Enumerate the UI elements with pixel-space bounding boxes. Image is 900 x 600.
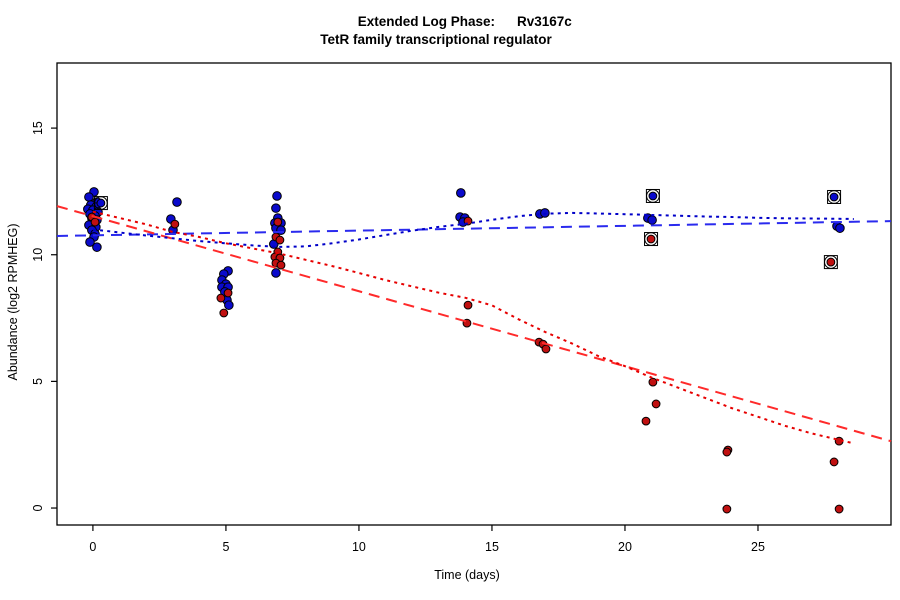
data-point	[84, 192, 94, 202]
x-tick-label: 10	[352, 540, 366, 554]
y-tick-label: 0	[31, 505, 45, 512]
data-point	[648, 377, 658, 387]
y-tick-label: 10	[31, 248, 45, 262]
red-linear-fit-line	[56, 205, 892, 443]
data-point	[271, 268, 281, 278]
data-point	[216, 293, 226, 303]
data-point	[722, 504, 732, 514]
flagged-data-point	[829, 192, 839, 202]
axes-layer: 0 5 10 15 20 25 0 5 10 15	[31, 121, 765, 554]
blue-linear-fit-line	[56, 220, 892, 237]
y-tick-label: 15	[31, 121, 45, 135]
flagged-markers-layer	[93, 188, 842, 270]
flagged-data-point	[646, 234, 656, 244]
data-point	[829, 457, 839, 467]
flag-circle-marker	[824, 255, 838, 269]
y-axis-label: Abundance (log2 RPMHEG)	[6, 223, 20, 380]
x-tick-label: 0	[89, 540, 96, 554]
data-point	[651, 399, 661, 409]
data-point	[641, 416, 651, 426]
data-point	[456, 188, 466, 198]
x-tick-label: 5	[222, 540, 229, 554]
flagged-data-point	[648, 191, 658, 201]
data-point	[275, 235, 285, 245]
data-point	[92, 242, 102, 252]
data-point	[172, 197, 182, 207]
trend-lines-layer	[56, 205, 892, 445]
data-point	[223, 288, 233, 298]
data-point	[90, 217, 100, 227]
data-point	[272, 191, 282, 201]
flag-circle-marker	[94, 196, 108, 210]
flagged-data-point	[826, 257, 836, 267]
chart-title-gene: Rv3167c	[517, 14, 572, 29]
data-point	[722, 447, 732, 457]
y-tick-label: 5	[31, 378, 45, 385]
blue-loess-smooth-line	[92, 211, 854, 248]
data-point	[85, 237, 95, 247]
flag-circle-marker	[646, 189, 660, 203]
data-point	[647, 215, 657, 225]
data-point	[273, 217, 283, 227]
chart-title-prefix: Extended Log Phase:	[358, 14, 495, 29]
data-point	[170, 219, 180, 229]
data-point	[541, 344, 551, 354]
data-point	[219, 308, 229, 318]
flag-circle-marker	[827, 190, 841, 204]
red-loess-smooth-line	[92, 210, 855, 445]
flagged-data-point	[96, 198, 106, 208]
plot-border	[56, 62, 892, 526]
x-axis-label: Time (days)	[434, 568, 500, 582]
points-layer	[83, 187, 845, 514]
data-point	[834, 504, 844, 514]
x-tick-label: 20	[618, 540, 632, 554]
chart-subtitle: TetR family transcriptional regulator	[320, 32, 552, 47]
flag-circle-marker	[644, 232, 658, 246]
data-point	[271, 203, 281, 213]
data-point	[276, 260, 286, 270]
x-tick-label: 25	[751, 540, 765, 554]
data-point	[835, 223, 845, 233]
data-point	[224, 300, 234, 310]
data-point	[463, 300, 473, 310]
x-tick-label: 15	[485, 540, 499, 554]
